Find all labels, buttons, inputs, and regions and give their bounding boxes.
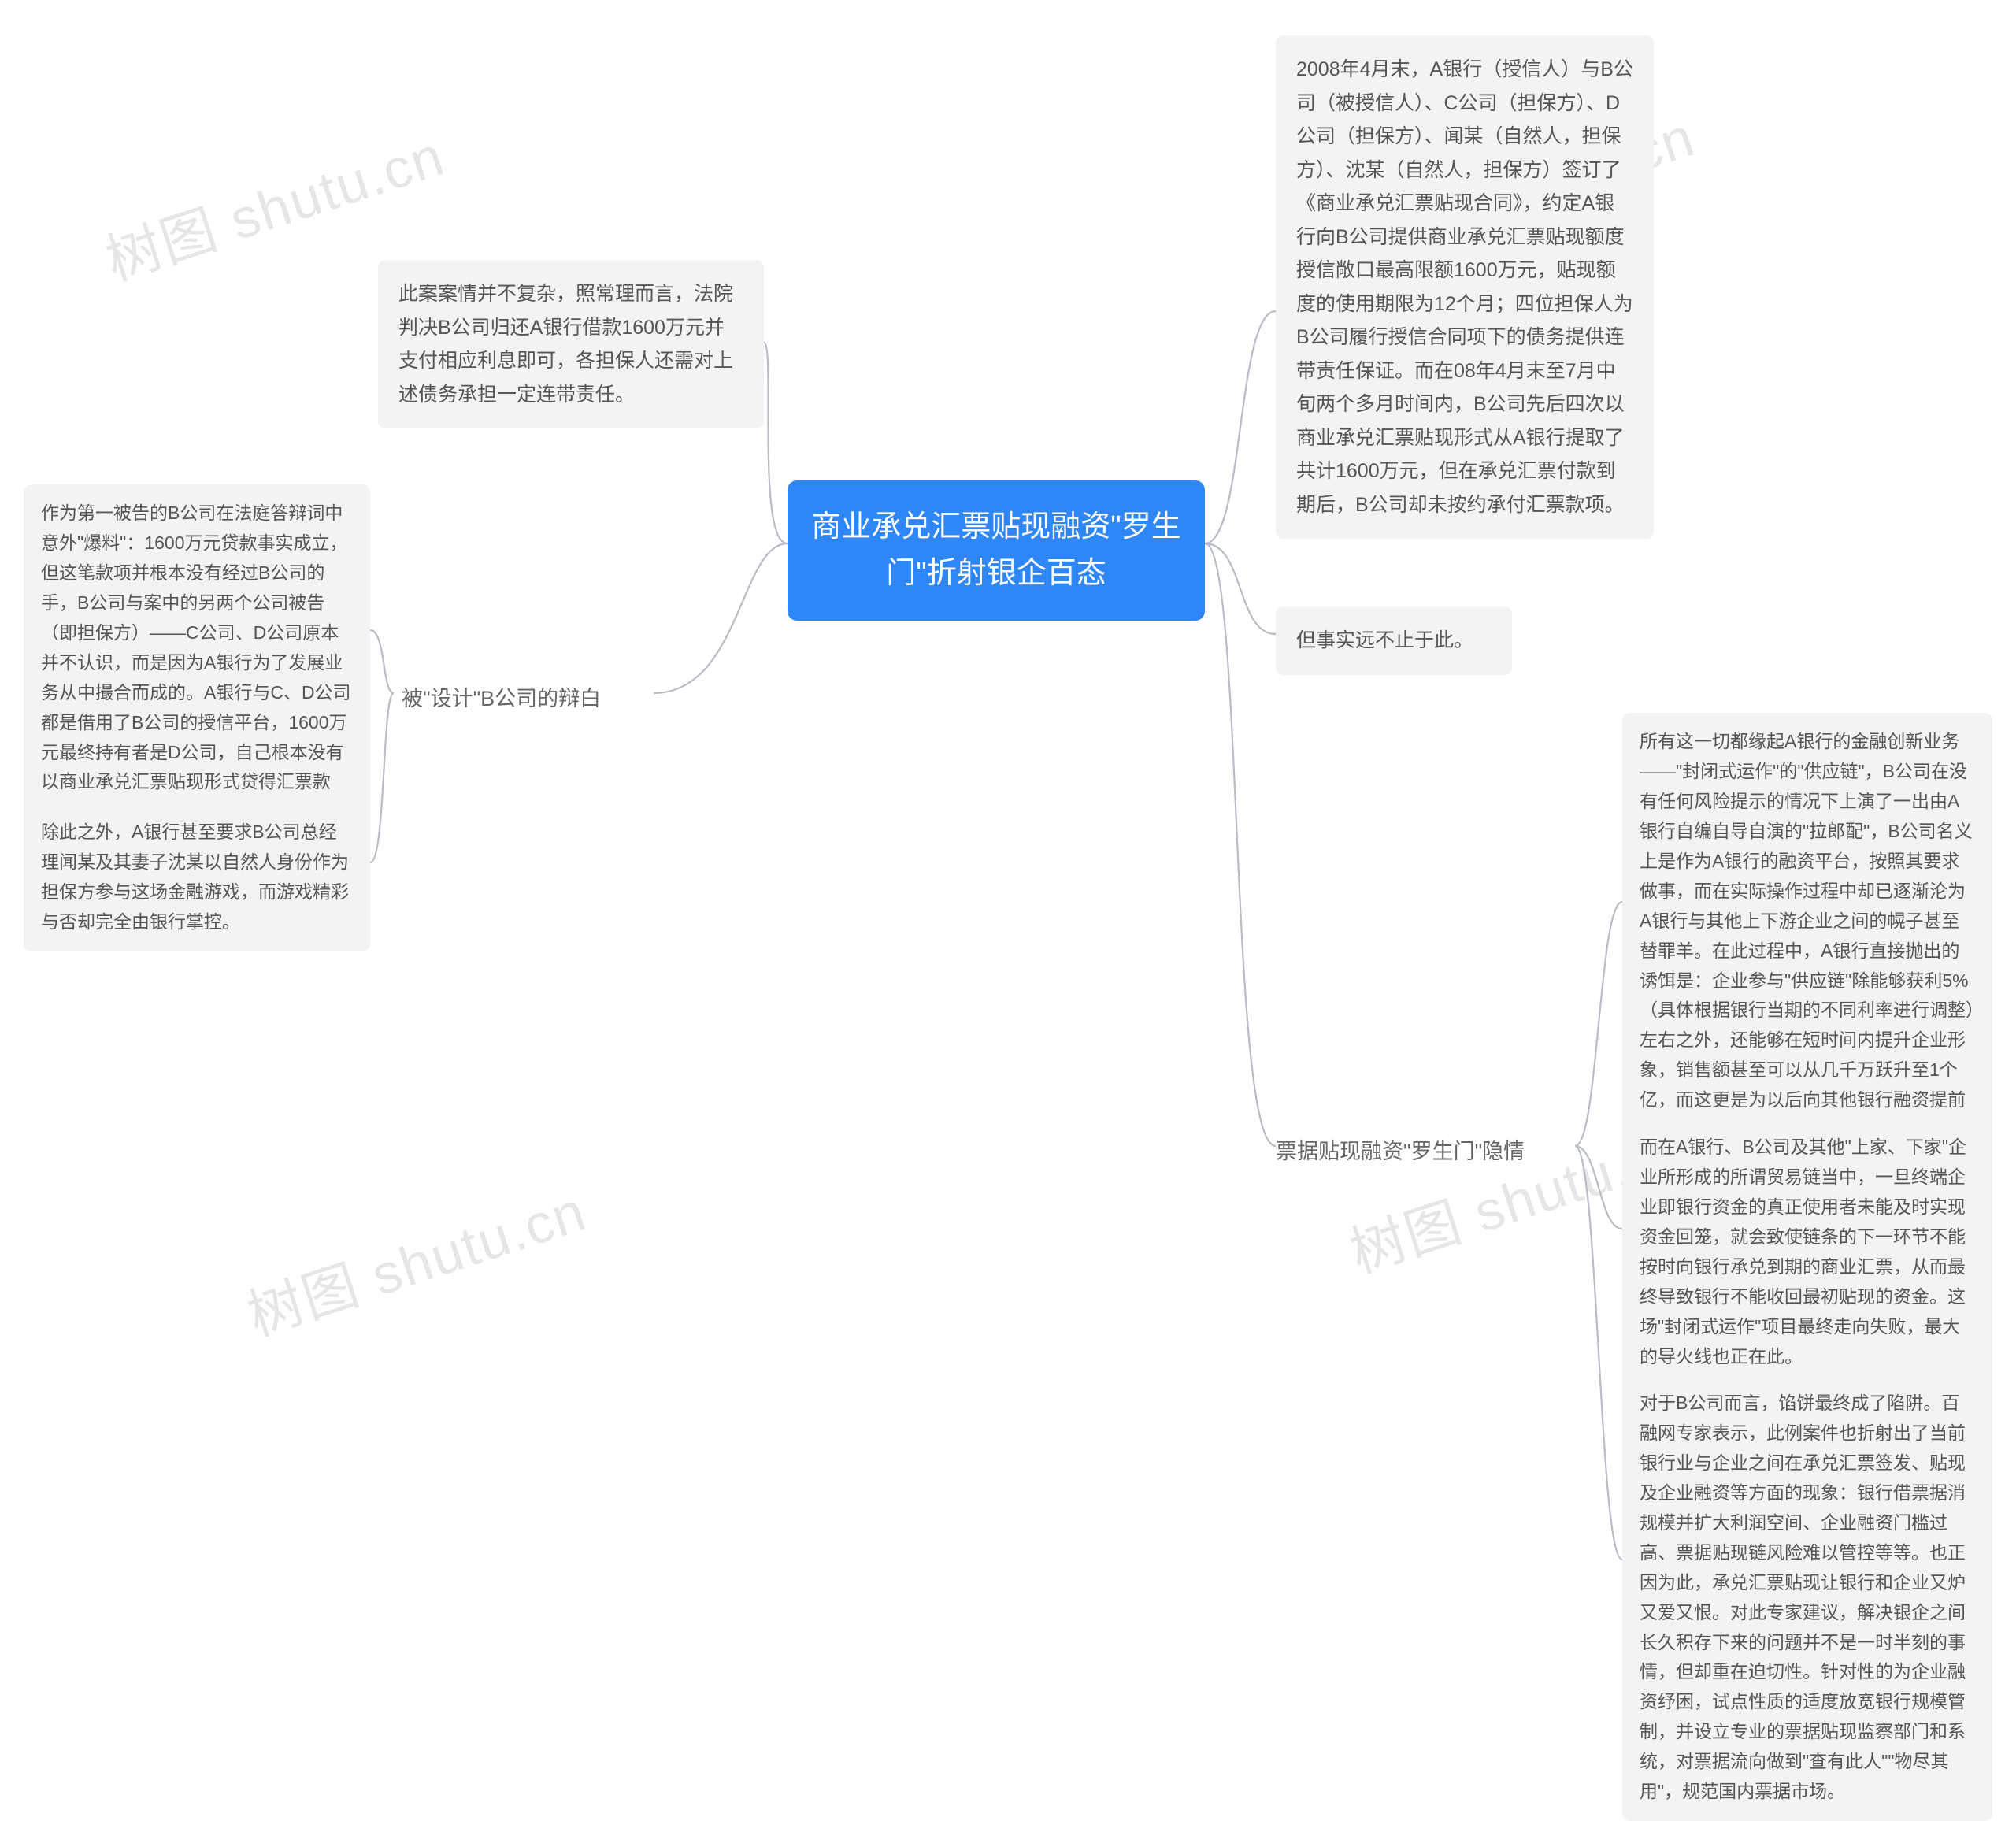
connector: [370, 630, 394, 693]
right-node-detail-b: 而在A银行、B公司及其他"上家、下家"企业所形成的所谓贸易链当中，一旦终端企业即…: [1622, 1118, 1992, 1386]
center-node: 商业承兑汇票贴现融资"罗生门"折射银企百态: [788, 480, 1205, 621]
connector: [654, 543, 788, 693]
right-node-detail-a: 所有这一切都缘起A银行的金融创新业务——"封闭式运作"的"供应链"，B公司在没有…: [1622, 713, 1992, 1159]
connector: [1575, 902, 1622, 1146]
left-node-case-summary: 此案案情并不复杂，照常理而言，法院判决B公司归还A银行借款1600万元并支付相应…: [378, 260, 764, 428]
connector: [1205, 543, 1276, 1146]
watermark: 树图 shutu.cn: [236, 1167, 595, 1352]
left-node-defense-a: 作为第一被告的B公司在法庭答辩词中意外"爆料"：1600万元贷款事实成立，但这笔…: [24, 484, 370, 841]
connector: [764, 343, 788, 543]
right-node-transition: 但事实远不止于此。: [1276, 606, 1512, 675]
left-branch-label: 被"设计"B公司的辩白: [402, 681, 601, 712]
right-branch-label: 票据贴现融资"罗生门"隐情: [1276, 1134, 1525, 1165]
connector: [1575, 1146, 1622, 1229]
right-node-detail-c: 对于B公司而言，馅饼最终成了陷阱。百融网专家表示，此例案件也折射出了当前银行业与…: [1622, 1374, 1992, 1821]
right-node-background: 2008年4月末，A银行（授信人）与B公司（被授信人）、C公司（担保方）、D公司…: [1276, 35, 1654, 539]
connector: [1205, 543, 1276, 634]
left-node-defense-b: 除此之外，A银行甚至要求B公司总经理闻某及其妻子沈某以自然人身份作为担保方参与这…: [24, 803, 370, 951]
connector: [370, 693, 394, 862]
connector: [1205, 311, 1276, 543]
connector: [1575, 1146, 1622, 1560]
